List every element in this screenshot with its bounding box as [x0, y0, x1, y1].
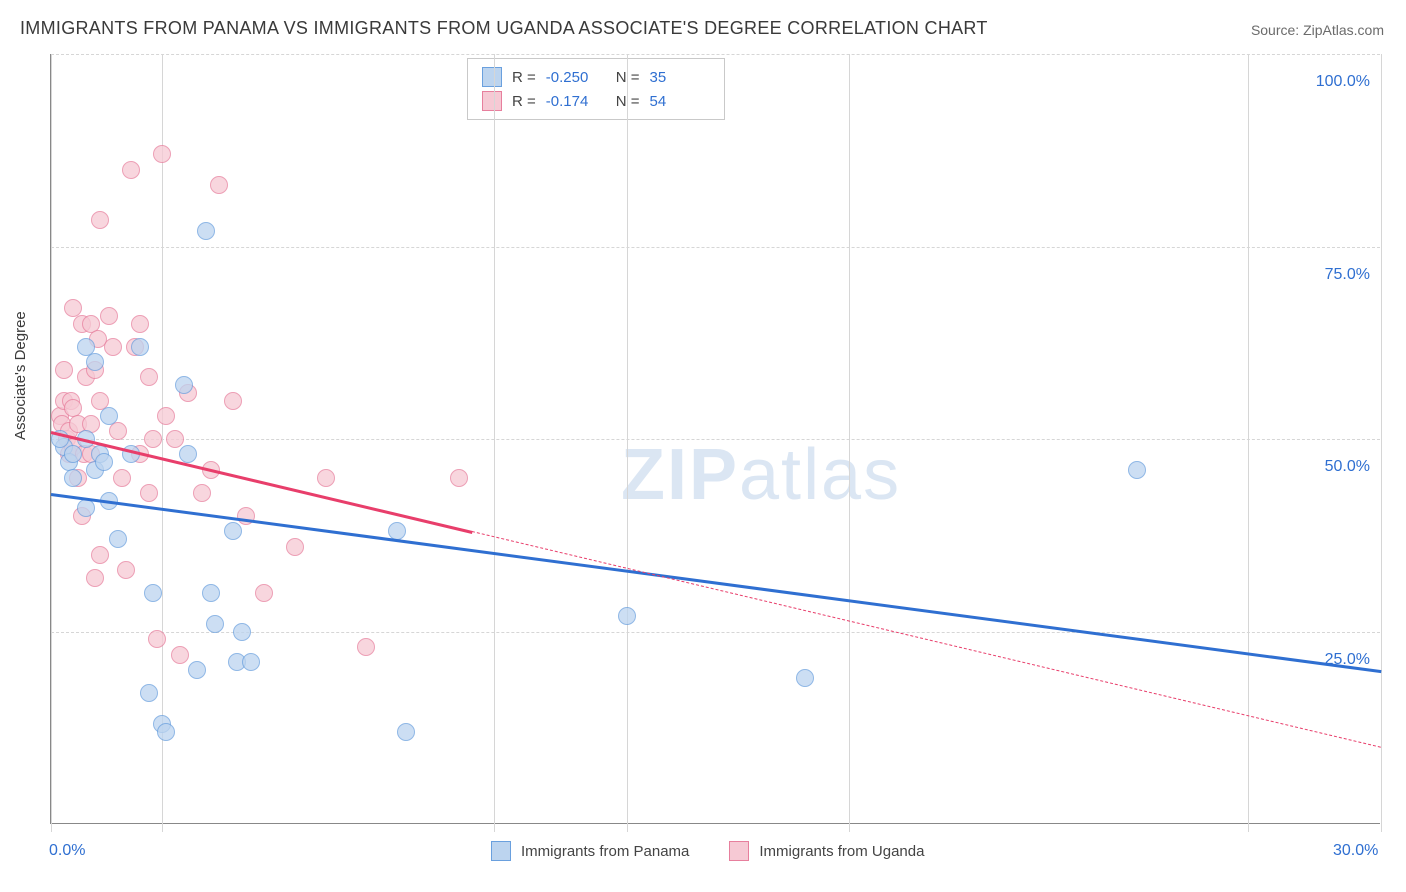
data-point — [175, 376, 193, 394]
data-point — [206, 615, 224, 633]
gridline-h — [51, 247, 1380, 248]
data-point — [153, 145, 171, 163]
swatch-uganda — [482, 91, 502, 111]
data-point — [140, 684, 158, 702]
data-point — [166, 430, 184, 448]
source-name: ZipAtlas.com — [1303, 22, 1384, 38]
source-label: Source: — [1251, 22, 1303, 38]
gridline-h — [51, 54, 1380, 55]
data-point — [193, 484, 211, 502]
data-point — [109, 530, 127, 548]
watermark-light: atlas — [739, 435, 901, 515]
legend-item-uganda: Immigrants from Uganda — [729, 841, 924, 861]
scatter-chart: ZIPatlas R = -0.250 N = 35 R = -0.174 N … — [50, 54, 1380, 824]
data-point — [86, 353, 104, 371]
y-tick-label: 100.0% — [1316, 73, 1370, 91]
data-point — [131, 338, 149, 356]
gridline-v — [627, 54, 628, 832]
r-label: R = — [512, 69, 536, 86]
data-point — [179, 445, 197, 463]
data-point — [224, 522, 242, 540]
data-point — [95, 453, 113, 471]
data-point — [91, 546, 109, 564]
chart-title: IMMIGRANTS FROM PANAMA VS IMMIGRANTS FRO… — [20, 18, 988, 39]
data-point — [255, 584, 273, 602]
data-point — [224, 392, 242, 410]
data-point — [86, 569, 104, 587]
data-point — [55, 361, 73, 379]
data-point — [77, 499, 95, 517]
swatch-uganda — [729, 841, 749, 861]
data-point — [117, 561, 135, 579]
data-point — [188, 661, 206, 679]
n-value-panama: 35 — [650, 69, 710, 86]
gridline-v — [494, 54, 495, 832]
data-point — [357, 638, 375, 656]
data-point — [618, 607, 636, 625]
series-legend: Immigrants from Panama Immigrants from U… — [491, 841, 924, 861]
data-point — [148, 630, 166, 648]
data-point — [109, 422, 127, 440]
data-point — [104, 338, 122, 356]
legend-item-panama: Immigrants from Panama — [491, 841, 689, 861]
data-point — [64, 469, 82, 487]
data-point — [796, 669, 814, 687]
data-point — [144, 430, 162, 448]
data-point — [210, 176, 228, 194]
watermark-bold: ZIP — [621, 435, 739, 515]
data-point — [140, 484, 158, 502]
legend-row-panama: R = -0.250 N = 35 — [482, 65, 710, 89]
legend-row-uganda: R = -0.174 N = 54 — [482, 89, 710, 113]
gridline-v — [849, 54, 850, 832]
data-point — [286, 538, 304, 556]
source-attribution: Source: ZipAtlas.com — [1251, 22, 1384, 38]
data-point — [1128, 461, 1146, 479]
series-name-uganda: Immigrants from Uganda — [759, 843, 924, 860]
y-axis-label: Associate's Degree — [12, 311, 29, 440]
data-point — [171, 646, 189, 664]
gridline-h — [51, 439, 1380, 440]
data-point — [100, 407, 118, 425]
data-point — [450, 469, 468, 487]
data-point — [100, 307, 118, 325]
trend-line — [51, 493, 1381, 673]
r-value-panama: -0.250 — [546, 69, 606, 86]
data-point — [131, 315, 149, 333]
trend-line-dashed — [472, 531, 1381, 748]
data-point — [113, 469, 131, 487]
series-name-panama: Immigrants from Panama — [521, 843, 689, 860]
data-point — [157, 407, 175, 425]
n-value-uganda: 54 — [650, 93, 710, 110]
watermark: ZIPatlas — [621, 434, 901, 516]
correlation-legend: R = -0.250 N = 35 R = -0.174 N = 54 — [467, 58, 725, 120]
r-label: R = — [512, 93, 536, 110]
data-point — [197, 222, 215, 240]
data-point — [122, 161, 140, 179]
gridline-v — [1381, 54, 1382, 832]
y-tick-label: 75.0% — [1325, 266, 1370, 284]
x-tick-label: 30.0% — [1333, 842, 1378, 860]
data-point — [91, 211, 109, 229]
data-point — [140, 368, 158, 386]
swatch-panama — [491, 841, 511, 861]
r-value-uganda: -0.174 — [546, 93, 606, 110]
swatch-panama — [482, 67, 502, 87]
x-tick-label: 0.0% — [49, 842, 85, 860]
data-point — [242, 653, 260, 671]
data-point — [233, 623, 251, 641]
data-point — [202, 584, 220, 602]
data-point — [144, 584, 162, 602]
data-point — [397, 723, 415, 741]
data-point — [317, 469, 335, 487]
y-tick-label: 50.0% — [1325, 458, 1370, 476]
data-point — [157, 723, 175, 741]
data-point — [64, 445, 82, 463]
